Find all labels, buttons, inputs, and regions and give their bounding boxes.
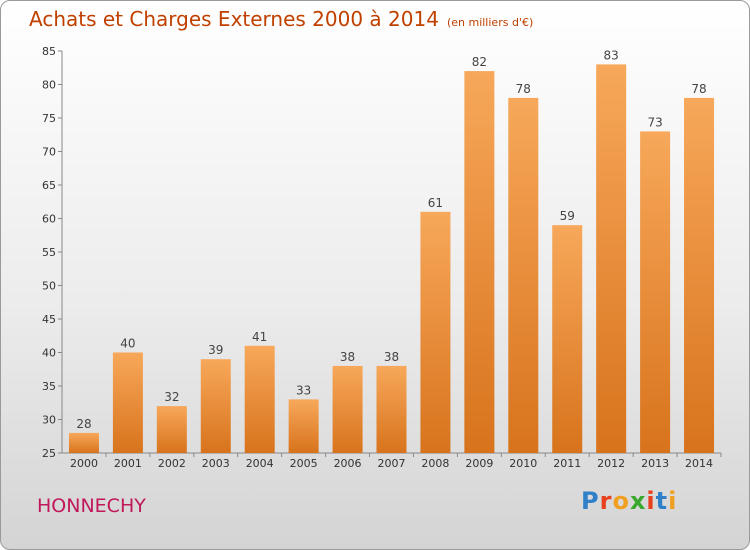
- x-tick-label-2008: 2008: [421, 457, 449, 470]
- y-tick-label: 75: [42, 112, 56, 125]
- bar-2001: [112, 352, 143, 453]
- data-label-2012: 83: [604, 48, 619, 62]
- bar-2014: [684, 97, 715, 454]
- y-tick-label: 50: [42, 280, 56, 293]
- data-label-2003: 39: [208, 343, 223, 357]
- bar-2002: [156, 406, 187, 453]
- commune-name: HONNECHY: [37, 495, 146, 517]
- logo-letter: P: [581, 487, 600, 515]
- x-tick-label-2009: 2009: [465, 457, 493, 470]
- logo-letter: i: [646, 487, 656, 515]
- y-tick-label: 70: [42, 146, 56, 159]
- x-tick-label-2013: 2013: [641, 457, 669, 470]
- logo-letter: i: [668, 487, 678, 515]
- data-label-2000: 28: [76, 417, 91, 431]
- axes: 25 30 35 40 45 50 55 60 65 70 75 80 85 2000 2001 2002 20…: [42, 45, 722, 470]
- y-tick-label: 45: [42, 313, 56, 326]
- x-tick-label-2012: 2012: [597, 457, 625, 470]
- y-tick-label: 85: [42, 45, 56, 58]
- data-label-2005: 33: [296, 383, 311, 397]
- y-tick-label: 35: [42, 380, 56, 393]
- x-tick-label-2005: 2005: [290, 457, 318, 470]
- x-tick-label-2010: 2010: [509, 457, 537, 470]
- logo-letter: r: [599, 487, 613, 515]
- logo-letter: o: [612, 487, 630, 515]
- x-tick-label-2002: 2002: [158, 457, 186, 470]
- data-label-2011: 59: [560, 209, 575, 223]
- data-label-2013: 73: [647, 115, 662, 129]
- bar-2010: [508, 97, 539, 454]
- bars: 28 40 32 39 41 33 38 38 61 82 78 59 83 73 78: [68, 48, 715, 454]
- bar-2005: [288, 399, 319, 453]
- data-label-2004: 41: [252, 330, 267, 344]
- logo-letter: t: [655, 487, 669, 515]
- data-label-2001: 40: [120, 337, 135, 351]
- bar-2013: [640, 131, 671, 453]
- data-label-2006: 38: [340, 350, 355, 364]
- chart-unit: (en milliers d'€): [446, 16, 534, 29]
- x-tick-label-2000: 2000: [70, 457, 98, 470]
- data-label-2007: 38: [384, 350, 399, 364]
- x-tick-label-2006: 2006: [334, 457, 362, 470]
- logo-letter: x: [629, 487, 647, 515]
- chart-title-text: Achats et Charges Externes 2000 à 2014: [29, 7, 439, 31]
- data-label-2014: 78: [691, 82, 706, 96]
- bar-2007: [376, 365, 407, 453]
- x-tick-label-2011: 2011: [553, 457, 581, 470]
- bar-2011: [552, 225, 583, 453]
- y-tick-label: 80: [42, 79, 56, 92]
- proxiti-logo: Proxiti: [581, 487, 677, 515]
- bar-2006: [332, 365, 363, 453]
- data-label-2002: 32: [164, 390, 179, 404]
- bar-2003: [200, 359, 231, 453]
- x-tick-label-2007: 2007: [378, 457, 406, 470]
- data-label-2008: 61: [428, 196, 443, 210]
- y-tick-label: 60: [42, 213, 56, 226]
- y-tick-label: 40: [42, 347, 56, 360]
- y-tick-label: 25: [42, 447, 56, 460]
- x-tick-label-2004: 2004: [246, 457, 274, 470]
- bar-2008: [420, 211, 451, 453]
- y-tick-label: 65: [42, 179, 56, 192]
- x-tick-label-2001: 2001: [114, 457, 142, 470]
- bar-2009: [464, 71, 495, 453]
- bar-2012: [596, 64, 627, 454]
- chart-title: Achats et Charges Externes 2000 à 2014 (e…: [29, 7, 533, 31]
- bar-2000: [68, 432, 99, 453]
- data-label-2010: 78: [516, 82, 531, 96]
- bar-2004: [244, 345, 275, 453]
- y-tick-label: 55: [42, 246, 56, 259]
- y-tick-label: 30: [42, 414, 56, 427]
- x-tick-label-2014: 2014: [685, 457, 713, 470]
- data-label-2009: 82: [472, 55, 487, 69]
- x-tick-label-2003: 2003: [202, 457, 230, 470]
